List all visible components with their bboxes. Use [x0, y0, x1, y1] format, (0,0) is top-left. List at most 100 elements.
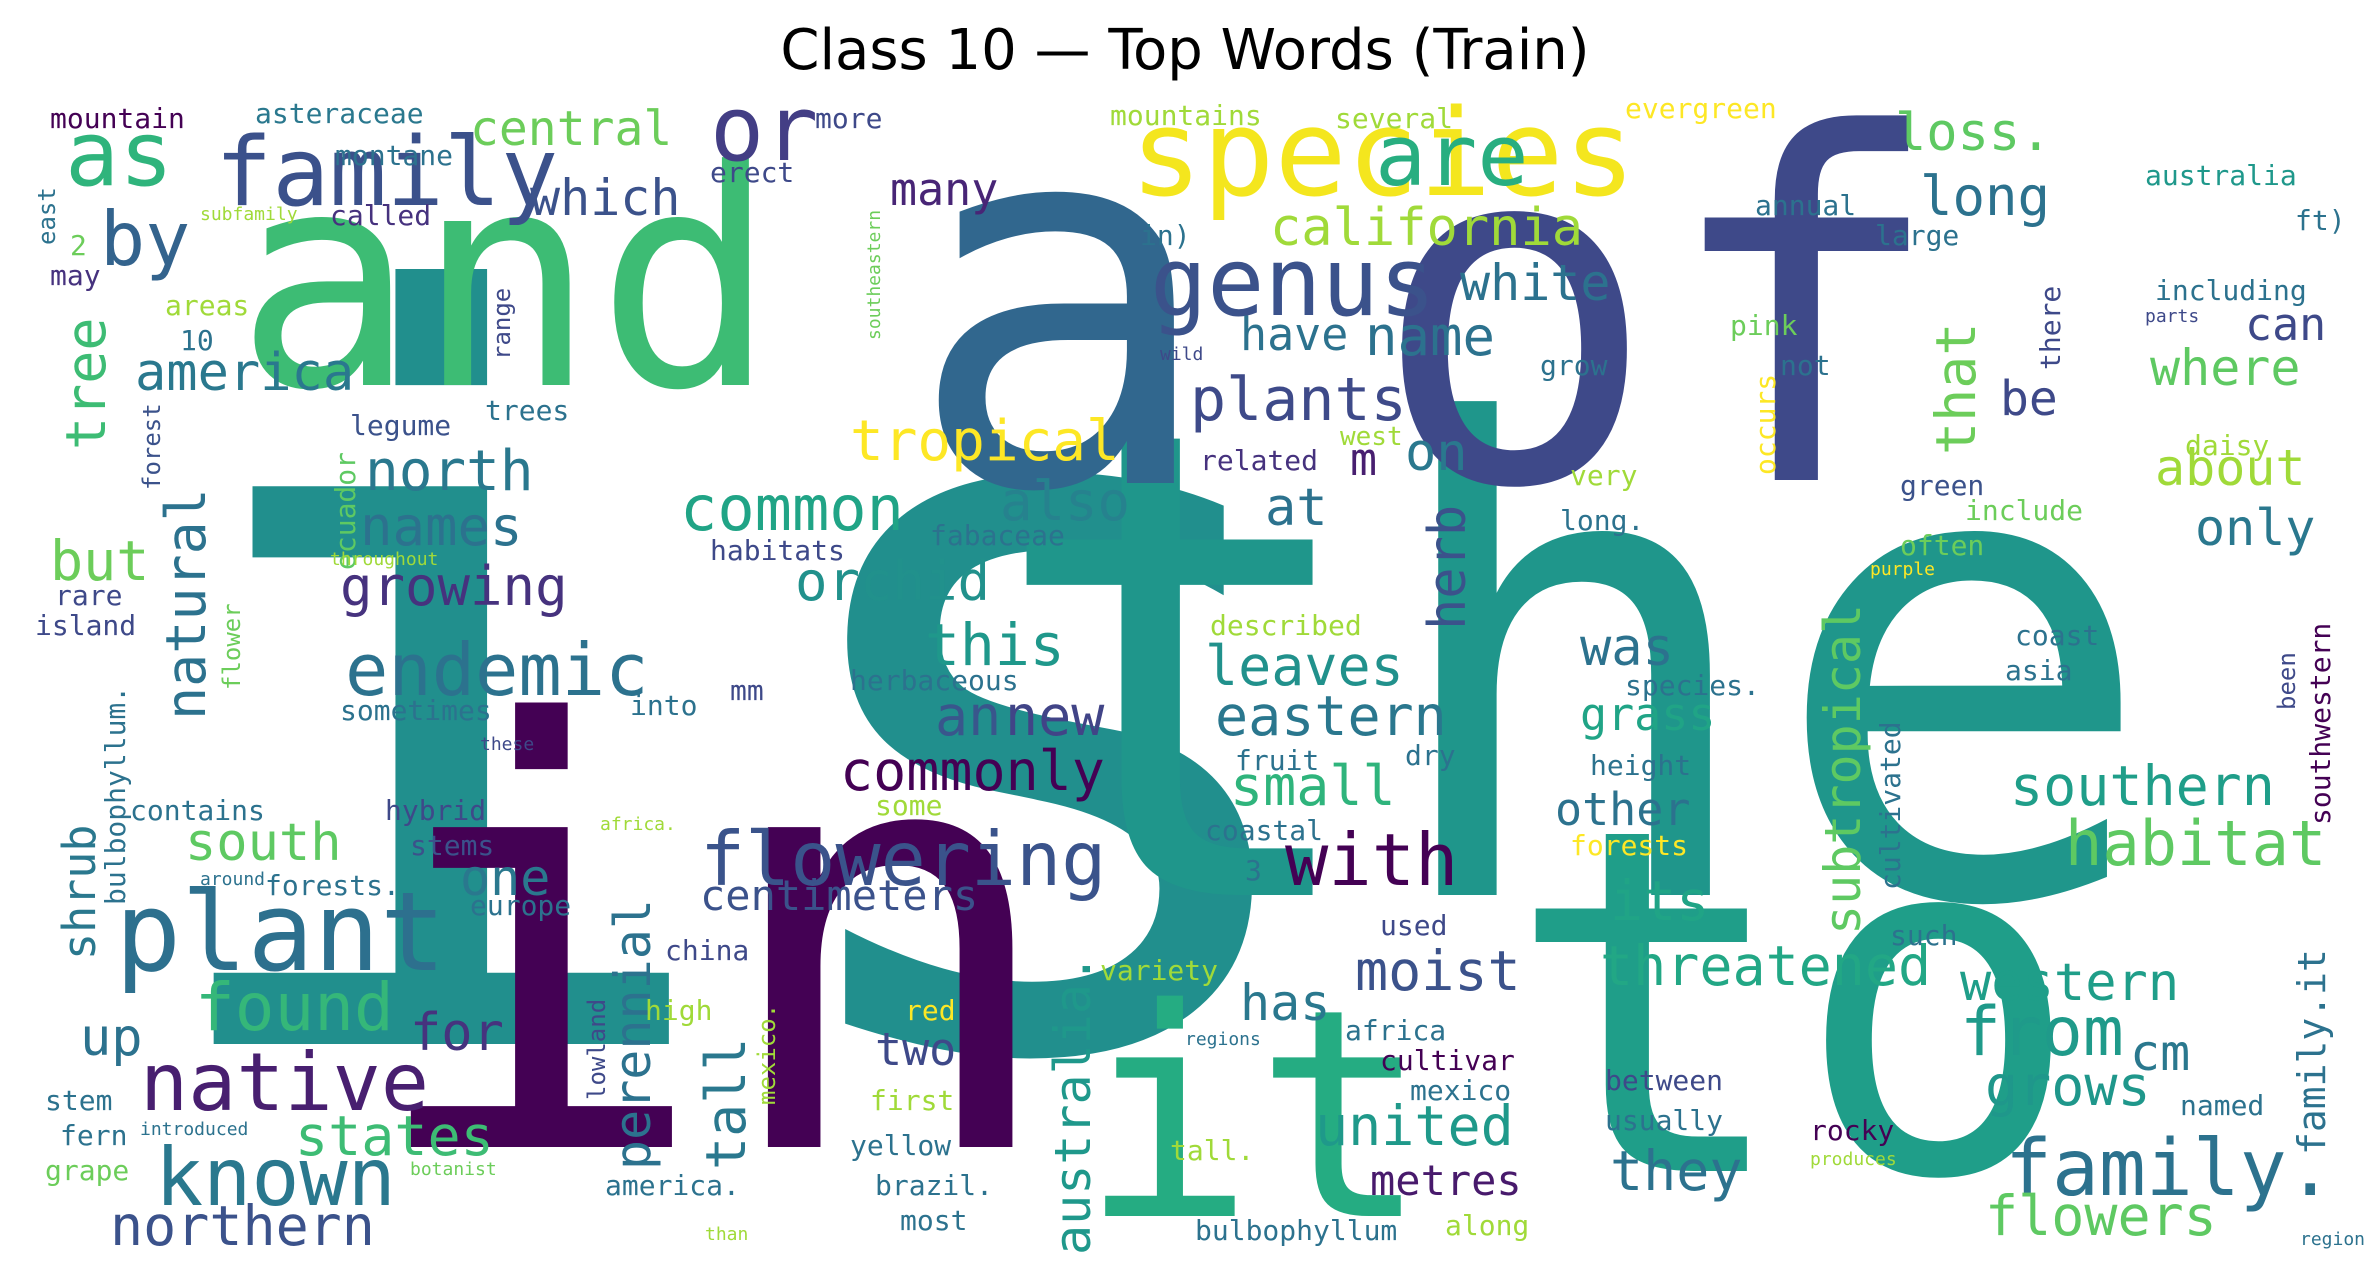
- word-in: in): [1140, 219, 1191, 252]
- word-at: at: [1265, 478, 1328, 538]
- word-australia: australia.: [1044, 954, 1102, 1255]
- word-the: the: [985, 293, 2159, 1049]
- word-australia: australia: [2145, 159, 2297, 192]
- word-native: native: [140, 1036, 429, 1129]
- word-most: most: [900, 1204, 967, 1237]
- word-growing: growing: [340, 555, 568, 618]
- word-has: has: [1240, 974, 1330, 1032]
- word-of: of: [1370, 35, 1948, 594]
- word-was: was: [1580, 618, 1674, 678]
- word-flowering: flowering: [700, 815, 1106, 903]
- word-purple: purple: [1870, 559, 1935, 580]
- word-fern: fern: [60, 1119, 127, 1152]
- word-some: some: [875, 789, 942, 822]
- word-often: often: [1900, 529, 1984, 562]
- word-such: such: [1890, 919, 1957, 952]
- word-this: this: [925, 611, 1065, 679]
- word-or: or: [710, 77, 818, 182]
- word-centimeters: centimeters: [700, 871, 978, 920]
- word-occurs: occurs: [1749, 374, 1782, 475]
- word-genus: genus: [1150, 228, 1436, 338]
- word-common: common: [680, 472, 904, 545]
- word-for: for: [410, 1003, 504, 1063]
- word-but: but: [50, 529, 149, 593]
- word-cultivated: cultivated: [1874, 721, 1907, 890]
- word-wild: wild: [1160, 344, 1203, 365]
- word-regions: regions: [1185, 1029, 1261, 1050]
- word-fruit: fruit: [1235, 744, 1319, 777]
- word-along: along: [1445, 1209, 1529, 1242]
- word-southern: southern: [2010, 754, 2275, 818]
- word-tropical: tropical: [850, 409, 1120, 474]
- word-many: many: [890, 163, 998, 216]
- word-cm: cm: [2130, 1024, 2190, 1082]
- word-called: called: [330, 199, 431, 232]
- word-annual: annual: [1755, 189, 1856, 222]
- word-shrub: shrub: [53, 825, 106, 960]
- word-green: green: [1900, 469, 1984, 502]
- word-between: between: [1605, 1064, 1723, 1097]
- word-orchid: orchid: [795, 550, 990, 613]
- word-not: not: [1780, 349, 1831, 382]
- word-first: first: [870, 1084, 954, 1117]
- word-california: california: [1270, 198, 1583, 258]
- word-long: long: [1920, 165, 2050, 228]
- word-also: also: [1000, 470, 1130, 533]
- word-which: which: [530, 169, 681, 227]
- word-white: white: [1460, 254, 1611, 312]
- word-mm: mm: [730, 674, 764, 707]
- word-tree: tree: [54, 318, 118, 450]
- word-perennial: perennial: [604, 899, 662, 1170]
- word-coast: coast: [2015, 619, 2099, 652]
- word-forests: forests.: [265, 869, 400, 902]
- word-grape: grape: [45, 1154, 129, 1187]
- word-evergreen: evergreen: [1625, 92, 1777, 125]
- word-throughout: throughout: [330, 549, 438, 570]
- word-yellow: yellow: [850, 1129, 951, 1162]
- word-and: and: [235, 107, 777, 456]
- word-only: only: [2195, 499, 2315, 557]
- word-coastal: coastal: [1205, 814, 1323, 847]
- word-up: up: [80, 1008, 143, 1068]
- word-may: may: [50, 259, 101, 292]
- word-grow: grow: [1540, 349, 1608, 382]
- word-introduced: introduced: [140, 1119, 248, 1140]
- word-stem: stem: [45, 1084, 112, 1117]
- word-subtropical: subtropical: [1814, 604, 1872, 935]
- word-dry: dry: [1405, 739, 1456, 772]
- word-sometimes: sometimes: [340, 694, 492, 727]
- word-china: china: [665, 934, 749, 967]
- word-moist: moist: [1355, 939, 1521, 1003]
- word-herbaceous: herbaceous: [850, 664, 1019, 697]
- word-to: to: [1505, 726, 2083, 1285]
- word-have: have: [1240, 308, 1348, 361]
- word-one: one: [460, 849, 550, 907]
- word-small: small: [1230, 754, 1396, 818]
- word-rocky: rocky: [1810, 1114, 1894, 1147]
- word-south: south: [185, 813, 342, 873]
- word-central: central: [470, 101, 672, 157]
- word-montane: montane: [335, 139, 453, 172]
- word-species: species: [1130, 85, 1636, 224]
- word-united: united: [1315, 1094, 1514, 1158]
- word-two: two: [875, 1023, 956, 1076]
- word-erect: erect: [710, 156, 794, 189]
- word-states: states: [295, 1104, 494, 1168]
- word-been: been: [2273, 652, 2301, 710]
- word-an: an: [935, 684, 1001, 748]
- word-grass: grass: [1580, 688, 1715, 741]
- word-variety: variety: [1100, 954, 1218, 987]
- word-mountain: mountain: [50, 102, 185, 135]
- word-legume: legume: [350, 409, 451, 442]
- word-around: around: [200, 869, 265, 890]
- word-bulbophyllum: bulbophyllum: [1195, 1214, 1397, 1247]
- word-southeastern: southeastern: [864, 210, 885, 340]
- word-subfamily: subfamily: [200, 204, 298, 225]
- word-mountains: mountains: [1110, 99, 1262, 132]
- word-used: used: [1380, 909, 1447, 942]
- word-are: are: [1375, 107, 1529, 206]
- word-family: family.: [2005, 1124, 2334, 1214]
- word-pink: pink: [1730, 309, 1798, 342]
- word-3: 3: [1245, 854, 1262, 887]
